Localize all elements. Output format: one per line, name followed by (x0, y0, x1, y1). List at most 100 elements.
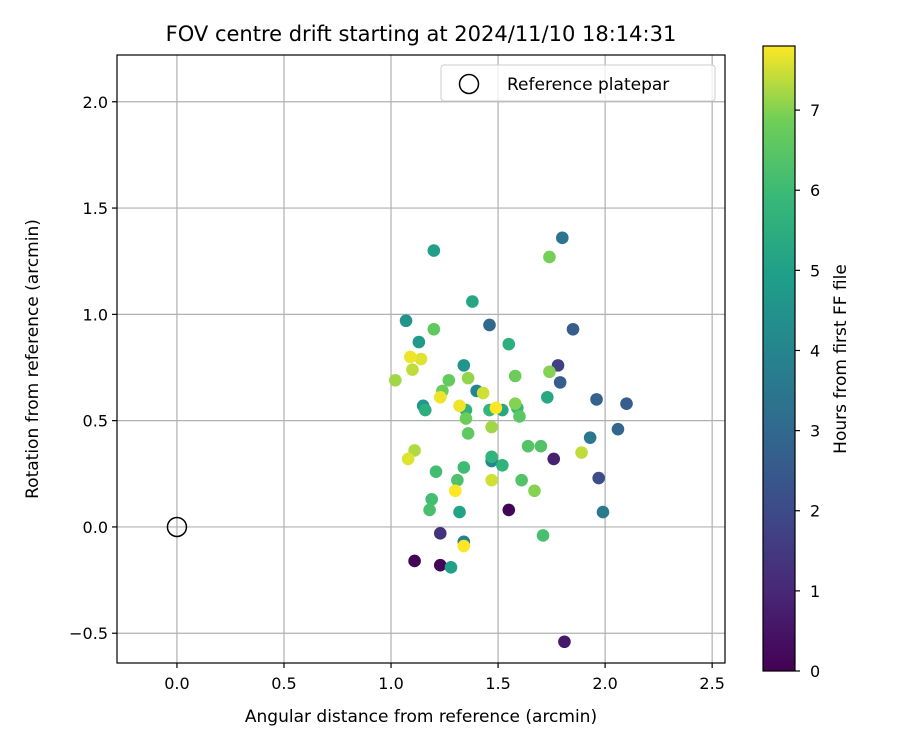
x-tick-label: 1.0 (378, 674, 403, 693)
scatter-point (543, 250, 556, 264)
scatter-point (476, 386, 490, 400)
x-tick-label: 2.0 (592, 674, 617, 693)
plot-frame (116, 54, 726, 664)
x-tick-label: 0.5 (271, 674, 296, 693)
scatter-point (502, 503, 516, 517)
scatter-point (485, 450, 498, 464)
scatter-point (408, 554, 421, 568)
colorbar-tick-label: 5 (810, 261, 820, 280)
scatter-point (401, 452, 415, 466)
y-axis-ticks: −0.5 0.0 0.5 1.0 1.5 2.0 (69, 93, 117, 643)
scatter-point (403, 350, 417, 364)
scatter-point (457, 461, 471, 474)
chart-title: FOV centre drift starting at 2024/11/10 … (166, 22, 677, 46)
x-tick-label: 2.5 (699, 674, 724, 693)
legend-box (440, 64, 716, 102)
scatter-point (433, 527, 447, 540)
colorbar-tick-label: 2 (810, 502, 820, 521)
x-tick-label: 1.5 (485, 674, 510, 693)
scatter-point (508, 369, 522, 383)
scatter-point (448, 484, 462, 498)
y-tick-label: 0.5 (83, 412, 108, 431)
scatter-point (442, 373, 456, 387)
scatter-point (515, 473, 528, 487)
scatter-point (592, 471, 605, 485)
y-tick-label: 2.0 (83, 93, 108, 112)
scatter-point (427, 244, 441, 257)
scatter-point (583, 431, 597, 444)
colorbar: 0 1 2 3 4 5 6 7 Hours from first FF file (762, 45, 851, 681)
scatter-point (406, 363, 419, 376)
scatter-point (457, 539, 471, 553)
scatter-point (461, 427, 475, 440)
scatter-point (483, 318, 496, 332)
scatter-point (425, 493, 439, 506)
scatter-point (502, 337, 516, 351)
colorbar-tick-label: 3 (810, 422, 820, 441)
scatter-point (418, 403, 432, 417)
scatter-point (496, 458, 509, 472)
scatter-point (566, 322, 580, 336)
scatter-point (485, 473, 498, 487)
scatter-point (528, 484, 541, 498)
colorbar-gradient (762, 45, 796, 672)
scatter-point (461, 371, 475, 385)
scatter-point (433, 558, 447, 572)
scatter-point (453, 399, 466, 413)
scatter-point (459, 412, 473, 425)
grid-lines (117, 55, 725, 663)
scatter-point (558, 635, 571, 649)
scatter-point (547, 452, 561, 466)
scatter-point (543, 365, 556, 379)
legend-marker-icon (458, 73, 480, 95)
scatter-point (389, 373, 402, 387)
y-tick-label: 1.0 (83, 305, 108, 324)
scatter-point (555, 231, 569, 245)
scatter-point (551, 359, 565, 372)
x-axis-ticks: 0.0 0.5 1.0 1.5 2.0 2.5 (164, 663, 725, 693)
scatter-point (423, 503, 436, 517)
scatter-point (489, 401, 503, 415)
scatter-point (485, 420, 498, 434)
scatter-point (444, 561, 458, 574)
scatter-point (466, 295, 479, 308)
scatter-point (590, 393, 603, 406)
colorbar-tick-label: 6 (810, 181, 820, 200)
colorbar-ticks: 0 1 2 3 4 5 6 7 (795, 101, 820, 681)
scatter-point (457, 359, 471, 372)
data-points (389, 231, 633, 649)
scatter-point (521, 439, 535, 453)
scatter-point (453, 505, 466, 519)
x-tick-label: 0.0 (164, 674, 189, 693)
scatter-point (611, 422, 625, 436)
scatter-point (596, 505, 610, 519)
y-tick-label: 1.5 (83, 199, 108, 218)
y-tick-label: −0.5 (69, 624, 108, 643)
scatter-point (513, 410, 526, 423)
scatter-point (427, 322, 441, 336)
legend: Reference platepar (440, 64, 716, 102)
colorbar-tick-label: 1 (810, 582, 820, 601)
scatter-point (620, 397, 633, 410)
scatter-point (451, 473, 464, 487)
colorbar-label: Hours from first FF file (831, 264, 851, 454)
scatter-point (412, 335, 426, 349)
scatter-point (399, 314, 413, 328)
colorbar-tick-label: 7 (810, 101, 820, 120)
scatter-point (508, 397, 522, 410)
scatter-point (414, 352, 428, 366)
legend-label: Reference platepar (507, 75, 669, 95)
scatter-point (553, 376, 567, 389)
y-axis-label: Rotation from reference (arcmin) (23, 219, 43, 499)
x-axis-label: Angular distance from reference (arcmin) (245, 707, 597, 727)
colorbar-tick-label: 0 (810, 662, 820, 681)
scatter-point (429, 465, 443, 478)
reference-point-marker (166, 516, 188, 538)
y-tick-label: 0.0 (83, 518, 108, 537)
scatter-point (541, 390, 554, 404)
colorbar-tick-label: 4 (810, 341, 820, 360)
scatter-point (536, 529, 550, 542)
scatter-point (433, 390, 447, 404)
scatter-point (534, 439, 548, 453)
